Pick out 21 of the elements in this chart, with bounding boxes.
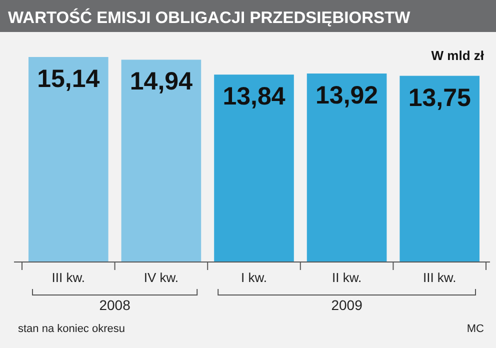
data-label: 13,75 bbox=[408, 84, 471, 112]
text: stan na koniec okresu bbox=[18, 323, 126, 335]
text: 2009 bbox=[331, 297, 363, 313]
y-axis-title: W mld zł bbox=[431, 48, 484, 63]
data-label: 15,14 bbox=[37, 65, 100, 93]
x-tick-label: II kw. bbox=[332, 270, 362, 285]
bar bbox=[28, 57, 108, 262]
x-tick-label: IV kw. bbox=[144, 270, 179, 285]
chart-title: WARTOŚĆ EMISJI OBLIGACJI PRZEDSIĘBIORSTW bbox=[8, 8, 411, 27]
data-label: 13,84 bbox=[222, 82, 286, 111]
bar bbox=[306, 74, 387, 262]
text: MC bbox=[466, 323, 484, 335]
text: 2008 bbox=[99, 297, 131, 313]
x-tick-label: III kw. bbox=[52, 270, 86, 285]
bar bbox=[214, 74, 294, 262]
x-tick-label: III kw. bbox=[422, 270, 456, 285]
x-tick-label: I kw. bbox=[240, 270, 268, 285]
data-label: 14,94 bbox=[130, 68, 193, 96]
bar bbox=[121, 60, 202, 262]
bar bbox=[400, 76, 480, 262]
data-label: 13,92 bbox=[316, 82, 378, 110]
